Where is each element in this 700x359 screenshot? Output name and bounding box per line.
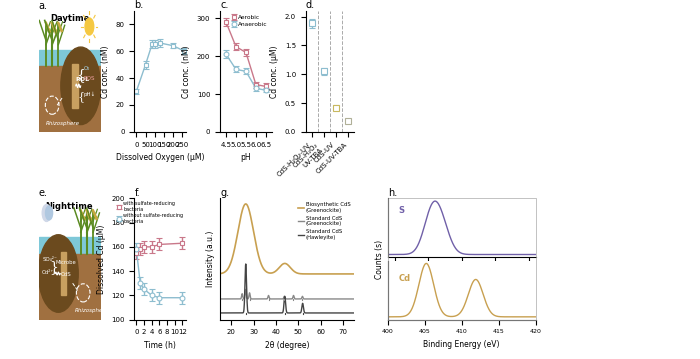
Circle shape (46, 206, 52, 220)
Y-axis label: Intensity (a.u.): Intensity (a.u.) (206, 231, 214, 287)
Text: {: { (76, 68, 85, 82)
Text: Counts (s): Counts (s) (375, 239, 384, 279)
X-axis label: Binding Energy (eV): Binding Energy (eV) (424, 340, 500, 349)
Text: Microbe: Microbe (55, 260, 76, 265)
Legend: with sulfate-reducing
bacteria, without sulfate-reducing
bacteria: with sulfate-reducing bacteria, without … (116, 201, 184, 224)
Text: g.: g. (220, 188, 229, 198)
Text: SO₄²⁻: SO₄²⁻ (42, 257, 57, 262)
Bar (38, 50, 101, 66)
Text: f.: f. (134, 188, 140, 198)
Text: }: } (49, 260, 58, 274)
Text: ROS: ROS (84, 76, 95, 81)
Y-axis label: Cd conc. (nM): Cd conc. (nM) (102, 45, 110, 98)
Y-axis label: Cd conc. (μM): Cd conc. (μM) (270, 45, 279, 98)
Text: e.: e. (38, 188, 48, 199)
Y-axis label: Cd conc. (nM): Cd conc. (nM) (182, 45, 191, 98)
Text: b.: b. (134, 0, 144, 10)
Legend: Biosynthetic CdS
(Greenockite), Standard CdS
(Greenockite), Standard CdS
(Hawley: Biosynthetic CdS (Greenockite), Standard… (297, 201, 351, 241)
Text: Nighttime: Nighttime (46, 202, 93, 211)
Text: h.: h. (388, 188, 397, 198)
Bar (38, 66, 101, 132)
Text: pH↓: pH↓ (84, 91, 96, 97)
Text: Cd²⁺: Cd²⁺ (42, 270, 55, 275)
Text: ROL: ROL (76, 77, 90, 82)
Y-axis label: Dissolved Cd (μM): Dissolved Cd (μM) (97, 224, 106, 294)
Text: c.: c. (220, 0, 228, 10)
Text: Daytime: Daytime (50, 14, 89, 23)
Circle shape (85, 18, 94, 35)
X-axis label: pH: pH (241, 153, 251, 162)
Bar (38, 237, 101, 254)
Bar (61, 252, 66, 295)
X-axis label: 2θ (degree): 2θ (degree) (265, 341, 309, 350)
Bar (38, 254, 101, 320)
Text: {: { (77, 91, 84, 102)
X-axis label: Time (h): Time (h) (144, 341, 176, 350)
Circle shape (38, 235, 78, 312)
Text: Rhizosphere: Rhizosphere (46, 121, 80, 126)
Text: d.: d. (306, 0, 315, 10)
Bar (72, 64, 78, 108)
Circle shape (42, 205, 51, 222)
Text: a.: a. (38, 1, 48, 11)
Text: CdS: CdS (61, 272, 71, 277)
X-axis label: Dissolved Oxygen (μM): Dissolved Oxygen (μM) (116, 153, 204, 162)
Text: Rhizosphere: Rhizosphere (74, 308, 108, 313)
Text: S: S (398, 206, 404, 215)
Legend: Aerobic, Anaerobic: Aerobic, Anaerobic (230, 14, 269, 28)
Circle shape (61, 47, 101, 125)
Text: Cd: Cd (398, 274, 410, 283)
Text: O₂: O₂ (84, 66, 90, 71)
